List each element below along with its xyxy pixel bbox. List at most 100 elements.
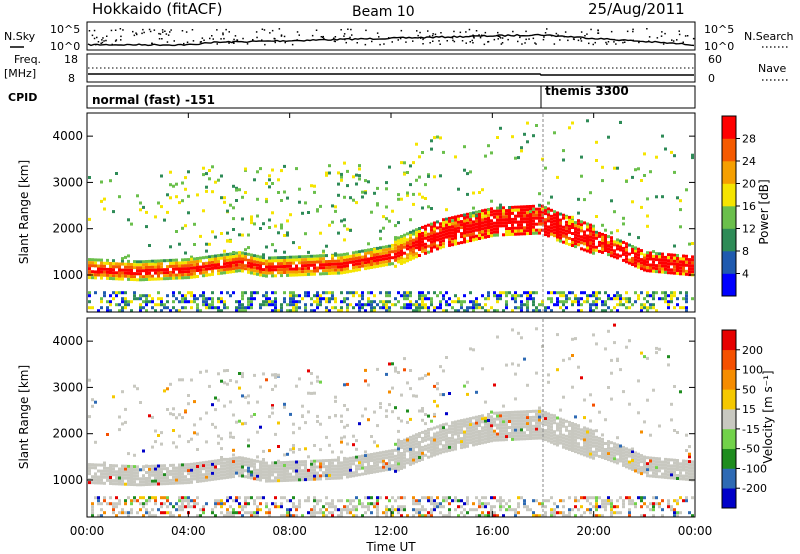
noise-tick-bottom: 10^0: [50, 40, 80, 53]
cell: [310, 511, 313, 515]
cell: [469, 239, 472, 243]
cell: [481, 505, 484, 509]
nsearch-point: [185, 31, 188, 33]
cell: [343, 238, 346, 242]
cell: [421, 448, 424, 452]
cell: [448, 496, 451, 500]
cell: [136, 477, 139, 481]
cell: [289, 270, 292, 274]
nsearch-point: [525, 38, 527, 41]
cell: [121, 259, 124, 263]
cell: [193, 257, 196, 261]
cell: [544, 411, 547, 415]
cell: [457, 437, 460, 441]
cell: [646, 260, 649, 264]
cell: [220, 473, 223, 477]
cell: [394, 469, 397, 473]
nsearch-point: [234, 35, 237, 37]
cell: [484, 226, 487, 230]
cell: [364, 472, 367, 476]
cell: [613, 448, 616, 452]
nsearch-point: [233, 38, 235, 41]
cell: [415, 439, 418, 443]
cell: [196, 502, 199, 506]
cell: [631, 175, 634, 179]
nsearch-point: [493, 38, 496, 41]
cell: [226, 514, 229, 518]
cell: [430, 147, 433, 151]
cell: [400, 464, 403, 467]
nsearch-point: [626, 30, 629, 33]
cell: [610, 456, 613, 460]
cell: [208, 469, 211, 473]
cell: [604, 234, 607, 237]
cell: [160, 476, 163, 480]
cell: [604, 237, 607, 240]
cell: [613, 240, 616, 244]
cell: [418, 236, 421, 239]
cell: [175, 472, 178, 476]
cell: [424, 303, 427, 307]
cell: [241, 263, 244, 267]
cell: [448, 436, 451, 440]
cell: [601, 223, 604, 227]
cell: [532, 415, 535, 419]
cell: [118, 482, 121, 486]
cell: [238, 300, 241, 304]
cell: [421, 496, 424, 500]
cell: [106, 472, 109, 476]
nsearch-point: [345, 41, 347, 44]
cell: [454, 508, 457, 512]
cell: [463, 300, 466, 304]
cell: [331, 514, 334, 518]
cell: [166, 511, 169, 515]
cell: [532, 433, 535, 437]
cell: [643, 259, 646, 263]
cell: [193, 275, 196, 279]
cell: [241, 297, 244, 301]
cell: [199, 514, 202, 518]
cell: [445, 496, 448, 500]
cell: [673, 256, 676, 260]
cell: [223, 253, 226, 257]
cell: [106, 273, 109, 277]
cell: [238, 263, 241, 267]
cell: [565, 434, 568, 438]
cell: [373, 464, 376, 468]
cell: [436, 496, 439, 500]
cell: [445, 437, 448, 441]
cell: [385, 450, 388, 454]
cell: [358, 461, 361, 465]
cell: [184, 297, 187, 301]
cell: [100, 270, 103, 274]
cell: [238, 372, 241, 375]
cell: [433, 450, 436, 454]
cell: [430, 222, 433, 226]
cell: [391, 458, 394, 462]
cell: [553, 433, 556, 437]
cell: [619, 450, 622, 454]
cell: [421, 206, 424, 210]
cell: [181, 258, 184, 262]
cell: [412, 446, 415, 450]
cell: [673, 170, 676, 174]
cell: [511, 434, 514, 438]
cell: [574, 423, 577, 427]
cell: [505, 215, 508, 219]
cell: [445, 440, 448, 444]
cell: [286, 261, 289, 265]
cell: [166, 300, 169, 304]
cell: [280, 476, 283, 480]
cell: [166, 193, 169, 197]
cell: [568, 423, 571, 427]
cell: [373, 191, 376, 195]
cell: [439, 427, 442, 431]
cell: [241, 269, 244, 273]
cell: [565, 241, 568, 245]
cell: [271, 274, 274, 278]
cell: [616, 247, 619, 251]
cell: [427, 238, 430, 242]
cell: [214, 477, 217, 481]
cell: [265, 265, 268, 269]
cell: [151, 445, 154, 449]
